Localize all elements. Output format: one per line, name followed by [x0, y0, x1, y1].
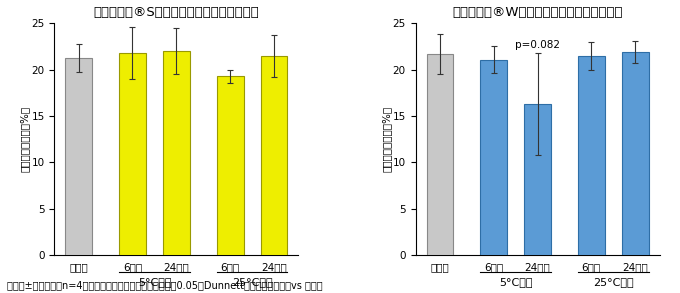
Bar	[119, 53, 146, 255]
Bar	[578, 56, 605, 255]
Bar	[163, 51, 190, 255]
Y-axis label: コロニー形成率（%）: コロニー形成率（%）	[381, 106, 391, 172]
Text: 25°C保存: 25°C保存	[593, 277, 634, 287]
Bar	[480, 59, 507, 255]
Bar	[524, 104, 551, 255]
Text: 25°C保存: 25°C保存	[232, 277, 273, 287]
Bar	[217, 76, 243, 255]
Bar	[65, 58, 92, 255]
Title: セルストア®Sに保存前後のコロニー形成率: セルストア®Sに保存前後のコロニー形成率	[94, 6, 259, 20]
Text: 5°C保存: 5°C保存	[138, 277, 171, 287]
Bar	[260, 56, 288, 255]
Text: 5°C保存: 5°C保存	[499, 277, 532, 287]
Y-axis label: コロニー形成率（%）: コロニー形成率（%）	[20, 106, 30, 172]
Text: p=0.082: p=0.082	[515, 40, 560, 50]
Title: セルストア®Wに保存前後のコロニー形成率: セルストア®Wに保存前後のコロニー形成率	[452, 6, 623, 20]
Text: 平均値±標準偏差（n=4）、統計学的有意差なし（有意水準0.05）Dunnettの多重比較検定　vs 保存前: 平均値±標準偏差（n=4）、統計学的有意差なし（有意水準0.05）Dunnett…	[7, 280, 322, 290]
Bar	[622, 52, 649, 255]
Bar	[426, 54, 454, 255]
